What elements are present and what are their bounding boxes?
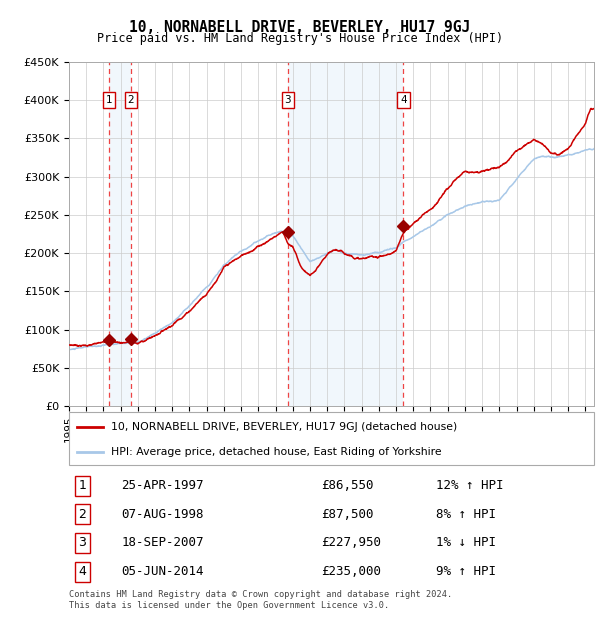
Text: 2: 2	[78, 508, 86, 521]
Text: 12% ↑ HPI: 12% ↑ HPI	[437, 479, 504, 492]
Text: 1% ↓ HPI: 1% ↓ HPI	[437, 536, 497, 549]
Bar	[109, 62, 131, 406]
Text: 1: 1	[106, 95, 112, 105]
Text: 10, NORNABELL DRIVE, BEVERLEY, HU17 9GJ: 10, NORNABELL DRIVE, BEVERLEY, HU17 9GJ	[130, 20, 470, 35]
Text: 2: 2	[128, 95, 134, 105]
Bar	[288, 62, 403, 406]
Text: 9% ↑ HPI: 9% ↑ HPI	[437, 565, 497, 578]
Text: 4: 4	[78, 565, 86, 578]
Text: 05-JUN-2014: 05-JUN-2014	[121, 565, 204, 578]
Text: £227,950: £227,950	[321, 536, 381, 549]
Text: 4: 4	[400, 95, 407, 105]
Text: Price paid vs. HM Land Registry's House Price Index (HPI): Price paid vs. HM Land Registry's House …	[97, 32, 503, 45]
Text: 10, NORNABELL DRIVE, BEVERLEY, HU17 9GJ (detached house): 10, NORNABELL DRIVE, BEVERLEY, HU17 9GJ …	[111, 422, 457, 432]
Text: 25-APR-1997: 25-APR-1997	[121, 479, 204, 492]
Text: 1: 1	[78, 479, 86, 492]
Text: Contains HM Land Registry data © Crown copyright and database right 2024.
This d: Contains HM Land Registry data © Crown c…	[69, 590, 452, 609]
Text: £235,000: £235,000	[321, 565, 381, 578]
Text: 3: 3	[284, 95, 291, 105]
Text: 18-SEP-2007: 18-SEP-2007	[121, 536, 204, 549]
Text: 3: 3	[78, 536, 86, 549]
Text: 8% ↑ HPI: 8% ↑ HPI	[437, 508, 497, 521]
Text: 07-AUG-1998: 07-AUG-1998	[121, 508, 204, 521]
Text: £86,550: £86,550	[321, 479, 373, 492]
Text: £87,500: £87,500	[321, 508, 373, 521]
Text: HPI: Average price, detached house, East Riding of Yorkshire: HPI: Average price, detached house, East…	[111, 447, 442, 457]
